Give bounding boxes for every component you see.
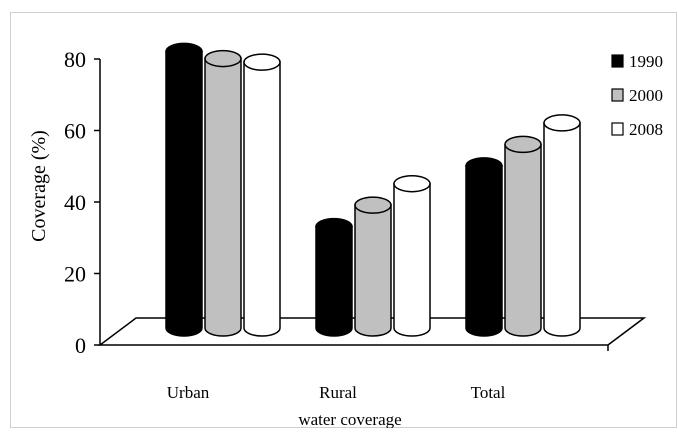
bar-urban-2008	[243, 53, 281, 337]
legend-swatch	[611, 88, 624, 102]
bar-body	[465, 165, 503, 337]
bar-body	[393, 182, 431, 337]
y-tick-label: 40	[64, 190, 86, 215]
y-tick-label: 0	[75, 333, 86, 358]
legend-label: 2008	[629, 120, 663, 139]
legend-label: 1990	[629, 52, 663, 71]
bar-top	[204, 49, 242, 68]
y-tick-label: 60	[64, 119, 86, 144]
x-tick-labels: Urban Rural Total	[167, 383, 506, 402]
bar-urban-2000	[204, 49, 242, 337]
bar-rural-2008	[393, 174, 431, 337]
bar-top	[354, 196, 392, 214]
bar-total-1990	[465, 157, 503, 337]
bar-body	[204, 57, 242, 337]
bar-body	[165, 50, 203, 337]
bars-group	[165, 42, 581, 337]
x-tick-label: Urban	[167, 383, 210, 402]
bar-body	[315, 225, 353, 337]
bar-top	[243, 53, 281, 71]
bar-total-2008	[543, 114, 581, 337]
bar-rural-2000	[354, 196, 392, 337]
bar-rural-1990	[315, 217, 353, 337]
bar-body	[504, 143, 542, 337]
bar-top	[315, 217, 353, 236]
y-axis-label: Coverage (%)	[28, 130, 50, 242]
x-axis-label: water coverage	[298, 410, 401, 428]
bar-total-2000	[504, 135, 542, 337]
bar-body	[243, 61, 281, 337]
bar-body	[354, 204, 392, 337]
bar-top	[393, 174, 431, 193]
x-tick-label: Rural	[319, 383, 357, 402]
legend: 1990 2000 2008	[611, 52, 663, 139]
bar-body	[543, 122, 581, 337]
bar-top	[465, 157, 503, 175]
legend-swatch	[611, 122, 624, 136]
legend-label: 2000	[629, 86, 663, 105]
y-tick-label: 80	[64, 47, 86, 72]
bar-top	[543, 114, 581, 132]
bar-urban-1990	[165, 42, 203, 337]
x-tick-label: Total	[471, 383, 506, 402]
axes: 0 20 40 60 80	[64, 47, 101, 358]
bar-top	[504, 135, 542, 154]
bar-top	[165, 42, 203, 61]
legend-swatch	[611, 54, 624, 68]
y-tick-label: 20	[64, 262, 86, 287]
